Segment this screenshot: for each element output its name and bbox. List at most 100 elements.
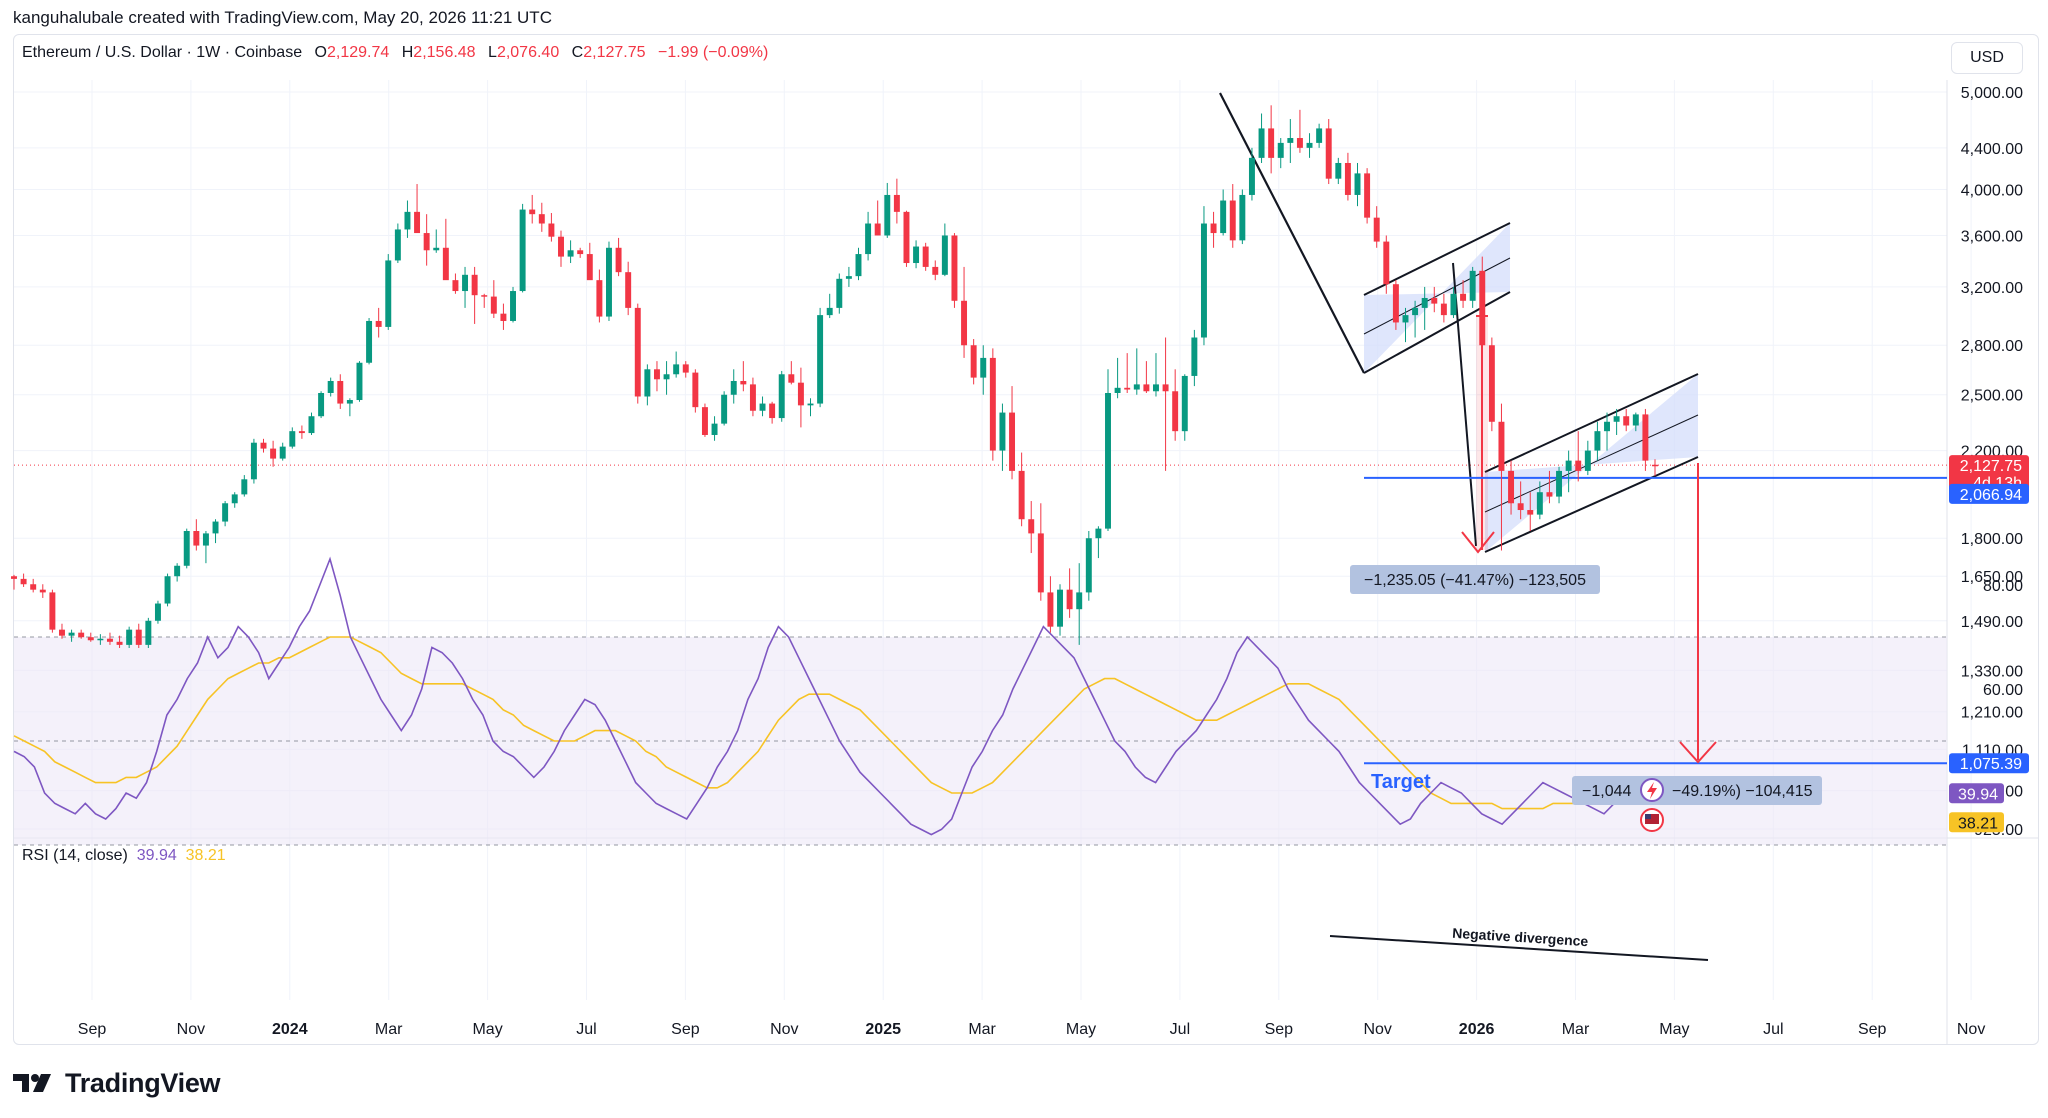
tradingview-mark-icon (13, 1074, 51, 1092)
candle-body (961, 300, 968, 346)
candle-body (1392, 284, 1399, 323)
candle-body (529, 209, 536, 215)
candle-body (788, 374, 795, 383)
candle-body (500, 313, 507, 321)
candle-body (356, 362, 363, 401)
candle-body (865, 223, 872, 255)
candle-body (193, 531, 200, 546)
high-value: 2,156.48 (413, 44, 476, 61)
candle-body (634, 307, 641, 397)
time-tick-label: 2025 (865, 1021, 901, 1038)
candle-body (740, 380, 747, 385)
time-tick-label: Nov (770, 1021, 798, 1038)
candle-body (202, 533, 209, 546)
attribution-text: kanguhalubale created with TradingView.c… (13, 8, 552, 27)
candle-body (289, 431, 296, 447)
candle-body (749, 384, 756, 411)
candle-body (1594, 431, 1601, 451)
candle-body (913, 246, 920, 264)
candle-body (1508, 470, 1515, 504)
candle-body (1191, 337, 1198, 376)
rsi-ma-badge-box (1949, 812, 2004, 833)
price-chart[interactable]: 5,000.00 4,400.00 4,000.00 3,600.00 3,200.00… (0, 0, 2048, 1050)
candle-body (1402, 315, 1409, 323)
candle-body (490, 296, 497, 314)
candle-body (1181, 375, 1188, 432)
candle-body (548, 223, 555, 237)
currency-button[interactable]: USD (1951, 42, 2023, 74)
candle-body (154, 603, 161, 621)
close-value: 2,127.75 (583, 44, 646, 61)
candle-body (59, 629, 65, 636)
candle-body (663, 374, 670, 380)
candle-body (759, 403, 766, 411)
candle-body (682, 364, 689, 373)
event-lightning-glyph (1647, 782, 1657, 799)
rsi-badge-box (1949, 783, 2004, 804)
candle-body (346, 400, 353, 404)
rsi-badge-text: 39.94 (1958, 786, 1998, 803)
candle-body (519, 209, 526, 292)
candle-body (1354, 173, 1361, 195)
candle-body (318, 393, 325, 417)
candle-body (1460, 293, 1467, 301)
candle-body (1613, 416, 1620, 422)
candle-body (884, 194, 891, 236)
drop-line (1452, 262, 1477, 547)
candle-body (452, 280, 459, 292)
rsi-pane: 80.00 60.00 (13, 556, 2023, 846)
tradingview-logo: TradingView (13, 1066, 221, 1100)
time-tick-label: Mar (1562, 1021, 1590, 1038)
candle-body (241, 479, 248, 495)
candle-body (1258, 128, 1265, 158)
candle-body (1229, 200, 1236, 241)
measure-2-arrow (1679, 741, 1717, 764)
last-price-badge-text: 2,127.75 (1960, 458, 2022, 475)
candle-body (145, 620, 152, 645)
symbol-legend: Ethereum / U.S. Dollar · 1W · Coinbase O… (22, 44, 768, 62)
candle-body (1556, 470, 1563, 497)
candle-body (1277, 142, 1284, 158)
candle-body (20, 578, 27, 585)
candle-body (1498, 421, 1505, 471)
candle-body (471, 274, 478, 296)
candle-body (1584, 450, 1591, 471)
candle-body (1450, 293, 1457, 316)
candle-body (1623, 416, 1630, 426)
measure-2-label-right: −49.19%) −104,415 (1672, 783, 1813, 800)
candle-body (769, 403, 776, 419)
candle-body (87, 637, 94, 641)
candle-body (1037, 533, 1044, 593)
symbol-title[interactable]: Ethereum / U.S. Dollar · 1W · Coinbase (22, 44, 303, 61)
candle-body (97, 638, 104, 641)
price-tick-label: 1,650.00 (1961, 569, 2023, 586)
candle-body (135, 629, 142, 645)
candle-body (1114, 387, 1121, 394)
candle-body (999, 412, 1006, 451)
candle-body (1344, 162, 1351, 195)
measure-2-label-left: −1,044 (1582, 783, 1631, 800)
candle-body (1517, 503, 1524, 511)
candle-body (183, 531, 190, 566)
open-value: 2,129.74 (327, 44, 390, 61)
candle-body (164, 576, 171, 604)
candle-body (951, 235, 958, 301)
candle-body (1536, 492, 1543, 515)
candle-body (462, 274, 469, 292)
us-flag-canton (1645, 814, 1651, 819)
candle-body (106, 638, 113, 642)
candle-body (1143, 384, 1150, 392)
candle-body (1172, 391, 1179, 432)
price-tick-label: 4,000.00 (1961, 182, 2023, 199)
time-tick-label: Sep (1265, 1021, 1294, 1038)
measure-1-label: −1,235.05 (−41.47%) −123,505 (1364, 572, 1586, 589)
candle-body (174, 565, 181, 577)
price-tick-label: 1,330.00 (1961, 663, 2023, 680)
candle-body (116, 641, 123, 645)
change-value: −1.99 (−0.09%) (657, 44, 769, 61)
grid-lines (14, 80, 2038, 1044)
candle-body (1488, 345, 1495, 422)
candle-body (625, 272, 632, 308)
candle-body (1287, 138, 1294, 143)
low-value: 2,076.40 (496, 44, 560, 61)
